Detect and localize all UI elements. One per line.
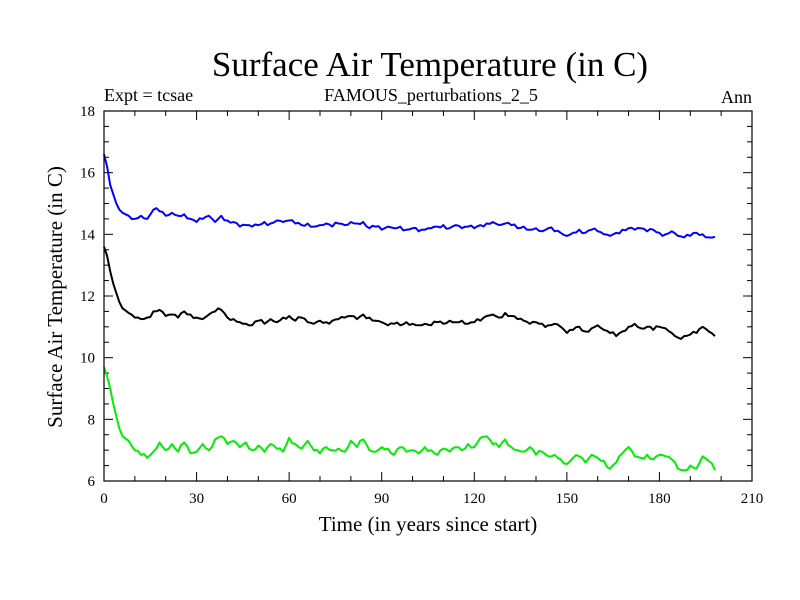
chart-subtitle-right: Ann	[721, 87, 752, 107]
y-tick-label: 18	[80, 104, 95, 120]
x-tick-label: 120	[463, 491, 486, 507]
x-tick-label: 0	[100, 491, 108, 507]
y-tick-label: 10	[80, 351, 95, 367]
series-line-black	[103, 246, 716, 340]
chart-subtitle-center: FAMOUS_perturbations_2_5	[324, 85, 538, 105]
x-axis-label: Time (in years since start)	[319, 512, 538, 536]
y-tick-label: 12	[80, 289, 95, 305]
axis-ticks: 0 30 60 90 120 150 180 210 6 8 10 12 14 16 18	[80, 104, 763, 507]
series-line-green	[103, 366, 716, 472]
x-tick-label: 150	[556, 491, 579, 507]
x-tick-label: 30	[189, 491, 204, 507]
data-series	[103, 153, 716, 472]
y-tick-label: 8	[88, 412, 96, 428]
chart-subtitle-left: Expt = tcsae	[104, 85, 193, 105]
series-line-blue	[103, 153, 716, 239]
x-tick-label: 210	[741, 491, 764, 507]
plot-frame	[103, 110, 753, 482]
y-tick-label: 14	[80, 227, 96, 243]
y-tick-label: 16	[80, 166, 96, 182]
y-tick-label: 6	[88, 474, 96, 490]
x-tick-label: 60	[282, 491, 297, 507]
y-axis-label: Surface Air Temperature (in C)	[43, 166, 67, 428]
chart-title: Surface Air Temperature (in C)	[212, 45, 648, 84]
x-tick-label: 90	[374, 491, 389, 507]
x-tick-label: 180	[648, 491, 671, 507]
